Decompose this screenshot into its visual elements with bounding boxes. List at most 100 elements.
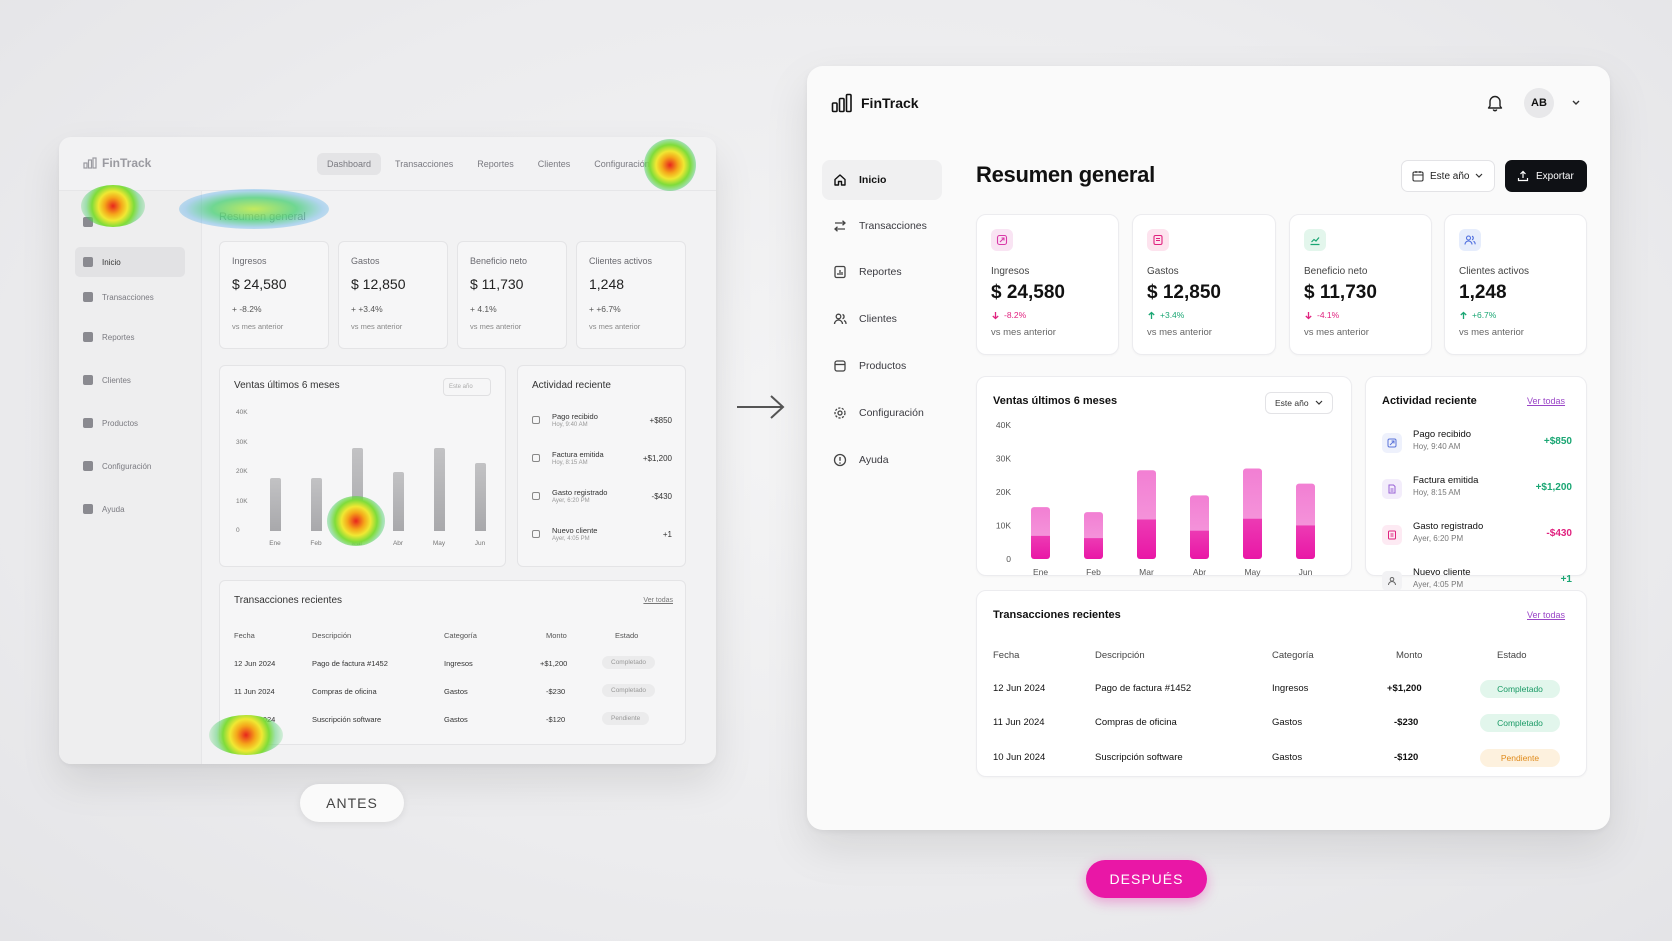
export-button[interactable]: Exportar (1505, 160, 1587, 192)
before-th: Descripción (312, 631, 352, 640)
before-kpi-card: Gastos $ 12,850 + +3.4% vs mes anterior (338, 241, 448, 349)
kpi-value: $ 12,850 (1147, 282, 1221, 303)
before-y-tick-label: 30K (236, 438, 248, 446)
chart-period-select[interactable]: Este año (1265, 392, 1333, 414)
chart-bar[interactable] (1243, 468, 1262, 559)
before-sidebar-item-transacciones[interactable]: Transacciones (75, 282, 185, 312)
before-chart-bar[interactable] (475, 463, 486, 531)
before-x-tick-label: Jun (474, 540, 486, 547)
reports-icon (83, 332, 93, 342)
arrow-up-icon (1148, 311, 1155, 319)
before-kpi-card: Beneficio neto $ 11,730 + 4.1% vs mes an… (457, 241, 567, 349)
cell-description: Suscripción software (1095, 752, 1183, 763)
activity-item[interactable]: Gasto registrado Ayer, 6:20 PM -$430 (1382, 521, 1572, 551)
before-kpi-value: 1,248 (589, 276, 625, 292)
before-avatar[interactable] (662, 156, 678, 172)
before-td: Gastos (444, 715, 468, 724)
period-select[interactable]: Este año (1401, 160, 1495, 192)
table-header-descripcion: Descripción (1095, 650, 1145, 661)
chart-bar[interactable] (1031, 507, 1050, 559)
before-chart-title: Ventas últimos 6 meses (234, 380, 340, 391)
chart-bar[interactable] (1296, 483, 1315, 559)
before-home-icon[interactable] (83, 217, 93, 227)
chart-bar[interactable] (1137, 470, 1156, 559)
sidebar-item-ayuda[interactable]: Ayuda (822, 440, 942, 480)
chart-bar[interactable] (1084, 512, 1103, 559)
activity-view-all-link[interactable]: Ver todas (1527, 396, 1566, 406)
kpi-change: -4.1% (1304, 310, 1339, 320)
before-tab-dashboard[interactable]: Dashboard (317, 153, 382, 175)
expense-icon (1382, 525, 1402, 545)
before-x-tick-label: May (432, 540, 446, 547)
before-y-tick-label: 10K (236, 497, 248, 505)
kpi-sub: vs mes anterior (991, 327, 1056, 338)
activity-item[interactable]: Nuevo cliente Ayer, 4:05 PM +1 (1382, 567, 1572, 597)
before-kpi-change: + -8.2% (232, 304, 262, 314)
profit-icon (1310, 237, 1320, 246)
activity-item[interactable]: Factura emitida Hoy, 8:15 AM +$1,200 (1382, 475, 1572, 505)
kpi-card: Beneficio neto $ 11,730 -4.1% vs mes ant… (1289, 214, 1432, 355)
before-sidebar-item-productos[interactable]: Productos (75, 408, 185, 438)
before-page-title: Resumen general (219, 211, 306, 223)
before-th: Estado (615, 631, 639, 640)
before-td: -$120 (546, 715, 566, 724)
kpi-change-value: +6.7% (1472, 310, 1497, 320)
user-icon (1382, 571, 1402, 591)
before-sidebar-item-ayuda[interactable]: Ayuda (75, 494, 185, 524)
cell-date: 11 Jun 2024 (993, 717, 1045, 728)
kpi-card: Gastos $ 12,850 +3.4% vs mes anterior (1132, 214, 1276, 355)
transactions-view-all-link[interactable]: Ver todas (1527, 610, 1566, 620)
arrow-down-icon (1305, 311, 1312, 319)
kpi-change: -8.2% (991, 310, 1026, 320)
before-activity-title: Actividad reciente (532, 380, 611, 391)
after-logo[interactable]: FinTrack (831, 93, 919, 113)
before-chart-bar[interactable] (434, 448, 445, 531)
before-tab-configuracion[interactable]: Configuración (594, 159, 650, 169)
activity-value: +$1,200 (1535, 482, 1572, 493)
before-tab-reportes[interactable]: Reportes (477, 159, 514, 169)
after-logo-text: FinTrack (861, 95, 919, 111)
kpi-icon-box (991, 229, 1013, 251)
before-sidebar-item-reportes[interactable]: Reportes (75, 322, 185, 352)
before-sidebar-item-configuracion[interactable]: Configuración (75, 451, 185, 481)
chart-bar[interactable] (1190, 495, 1209, 559)
before-chart-bar[interactable] (352, 448, 363, 531)
before-kpi-card: Clientes activos 1,248 + +6.7% vs mes an… (576, 241, 686, 349)
before-chart-select[interactable]: Este año (443, 378, 491, 396)
arrow-right-icon (737, 395, 785, 419)
bell-icon[interactable] (1487, 94, 1503, 112)
avatar[interactable]: AB (1524, 88, 1554, 118)
products-icon (83, 418, 93, 428)
sidebar-item-clientes[interactable]: Clientes (822, 299, 942, 339)
before-kpi-label: Clientes activos (589, 256, 653, 266)
activity-time: Ayer, 6:20 PM (1413, 534, 1464, 543)
sidebar-item-label: Reportes (859, 266, 902, 278)
before-sidebar-item-clientes[interactable]: Clientes (75, 365, 185, 395)
clients-icon (1464, 235, 1476, 245)
before-view-all-link[interactable]: Ver todas (643, 597, 673, 604)
before-chart-bar[interactable] (311, 477, 322, 531)
before-activity-card: Actividad reciente Pago recibido Hoy, 9:4… (517, 365, 686, 567)
x-tick-label: Feb (1086, 567, 1101, 577)
kpi-change-value: -4.1% (1317, 310, 1340, 320)
sidebar-item-configuracion[interactable]: Configuración (822, 393, 942, 433)
sidebar-item-productos[interactable]: Productos (822, 346, 942, 386)
before-chart-bar[interactable] (270, 477, 281, 531)
activity-item[interactable]: Pago recibido Hoy, 9:40 AM +$850 (1382, 429, 1572, 459)
before-chart-bar[interactable] (393, 472, 404, 531)
table-header-fecha: Fecha (993, 650, 1020, 661)
before-th: Fecha (234, 631, 255, 640)
user-icon (532, 530, 540, 538)
before-tab-clientes[interactable]: Clientes (537, 159, 571, 169)
sidebar-item-reportes[interactable]: Reportes (822, 252, 942, 292)
chevron-down-icon[interactable] (1571, 99, 1581, 107)
period-select-label: Este año (1430, 170, 1470, 182)
sidebar-item-transacciones[interactable]: Transacciones (822, 206, 942, 246)
sidebar-item-label: Transacciones (859, 220, 927, 232)
sidebar-item-inicio[interactable]: Inicio (822, 160, 942, 200)
cell-date: 12 Jun 2024 (993, 683, 1046, 694)
before-tab-transacciones[interactable]: Transacciones (395, 159, 454, 169)
before-sidebar-label: Ayuda (102, 504, 125, 514)
after-label: DESPUÉS (1086, 860, 1207, 898)
before-sidebar-item-inicio[interactable]: Inicio (75, 247, 185, 277)
